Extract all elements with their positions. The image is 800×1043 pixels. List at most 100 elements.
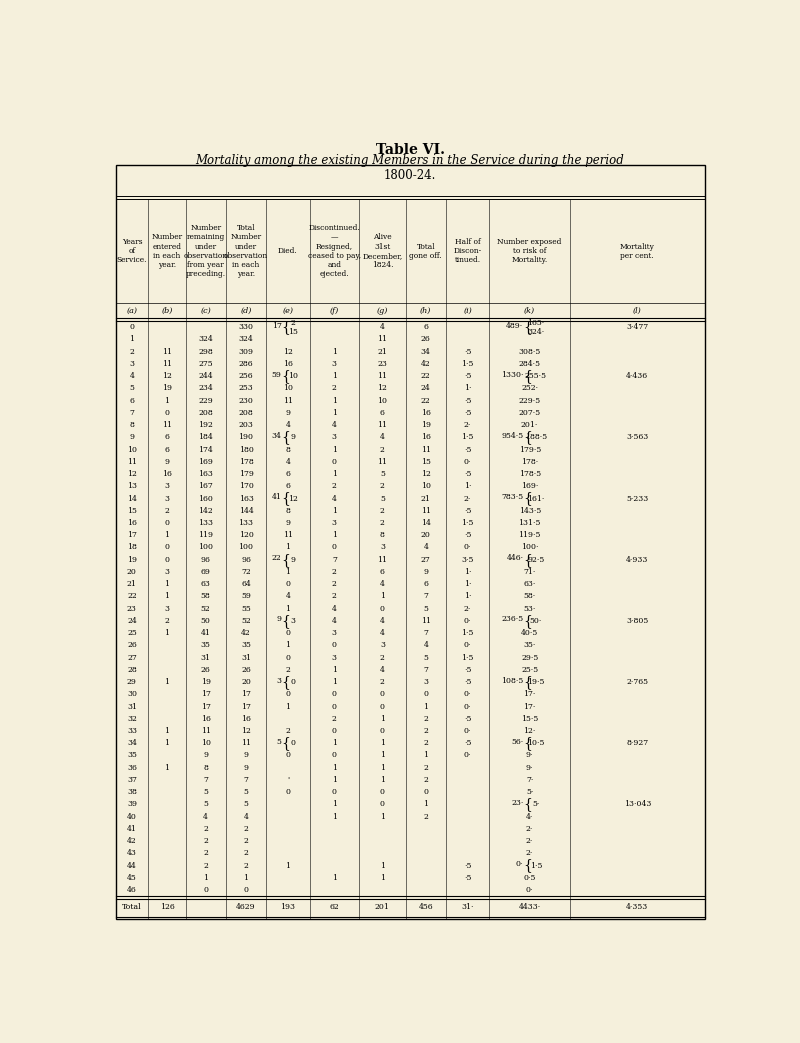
Text: 0: 0	[165, 556, 170, 563]
Text: 489·: 489·	[506, 322, 523, 330]
Text: 3: 3	[332, 654, 337, 661]
Text: 30: 30	[127, 690, 137, 698]
Text: 1: 1	[332, 372, 337, 381]
Text: 308·5: 308·5	[518, 347, 541, 356]
Text: 0: 0	[332, 703, 337, 710]
Text: 5: 5	[277, 737, 282, 746]
Text: 7: 7	[332, 556, 337, 563]
Text: 69: 69	[201, 568, 210, 576]
Text: 0: 0	[286, 580, 290, 588]
Text: 11: 11	[283, 396, 293, 405]
Text: 167: 167	[198, 482, 213, 490]
Text: 38: 38	[127, 789, 137, 796]
Text: 9: 9	[277, 615, 282, 624]
Text: 2: 2	[380, 654, 385, 661]
Text: 2·: 2·	[464, 605, 471, 612]
Text: 11: 11	[378, 372, 387, 381]
Text: 1: 1	[380, 776, 385, 784]
Text: 100: 100	[198, 543, 214, 552]
Text: 1: 1	[130, 336, 134, 343]
Text: Discontinued.
—
Resigned,
ceased to pay,
and
ejected.: Discontinued. — Resigned, ceased to pay,…	[308, 224, 361, 278]
Text: 0: 0	[286, 654, 290, 661]
Text: 12: 12	[288, 494, 298, 503]
Text: 16: 16	[283, 360, 293, 368]
Text: 4·933: 4·933	[626, 556, 649, 563]
Text: 7: 7	[130, 409, 134, 417]
Text: 133: 133	[198, 519, 214, 527]
Text: 4433·: 4433·	[518, 902, 541, 911]
Text: 3·563: 3·563	[626, 433, 648, 441]
Text: 1: 1	[286, 703, 290, 710]
Text: 1·: 1·	[464, 385, 471, 392]
Text: 6: 6	[380, 568, 385, 576]
Text: 4: 4	[286, 421, 290, 429]
Text: 40: 40	[127, 812, 137, 821]
Text: 1·: 1·	[464, 568, 471, 576]
Text: 1: 1	[332, 665, 337, 674]
Text: 1: 1	[165, 592, 170, 601]
Text: 286: 286	[238, 360, 254, 368]
Text: 9: 9	[203, 751, 208, 759]
Text: 0: 0	[380, 703, 385, 710]
Text: 142: 142	[198, 507, 213, 515]
Text: 0: 0	[286, 690, 290, 698]
Text: 236·5: 236·5	[502, 615, 523, 624]
Text: 32: 32	[127, 714, 137, 723]
Text: 1·5: 1·5	[530, 862, 542, 870]
Text: 208: 208	[238, 409, 254, 417]
Text: 252·: 252·	[521, 385, 538, 392]
Text: 4·436: 4·436	[626, 372, 648, 381]
Text: 9: 9	[290, 433, 295, 441]
Text: 6: 6	[130, 396, 134, 405]
Text: 2: 2	[380, 519, 385, 527]
Text: 9: 9	[286, 409, 290, 417]
Text: 108·5: 108·5	[502, 677, 523, 684]
Text: 31: 31	[241, 654, 251, 661]
Text: 1: 1	[332, 396, 337, 405]
Text: 2: 2	[423, 739, 428, 747]
Text: Mortality among the existing Members in the Service during the period: Mortality among the existing Members in …	[196, 154, 624, 167]
Text: 10: 10	[201, 739, 210, 747]
Text: 1·: 1·	[464, 580, 471, 588]
Text: 13·043: 13·043	[623, 800, 651, 808]
Text: 169: 169	[198, 458, 213, 466]
Text: 180: 180	[238, 445, 254, 454]
Text: 456: 456	[418, 902, 433, 911]
Text: 16: 16	[421, 409, 430, 417]
Text: 58: 58	[201, 592, 210, 601]
Text: 12: 12	[421, 470, 430, 478]
Text: 1800-24.: 1800-24.	[384, 169, 436, 183]
Text: 52: 52	[201, 605, 210, 612]
Text: 2: 2	[203, 862, 208, 870]
Text: 96: 96	[201, 556, 210, 563]
Text: 954·5: 954·5	[502, 432, 523, 440]
Text: 27: 27	[421, 556, 430, 563]
Text: 10: 10	[283, 385, 293, 392]
Text: 144: 144	[238, 507, 254, 515]
Text: 1: 1	[380, 812, 385, 821]
Text: 4: 4	[380, 616, 385, 625]
Text: 1: 1	[332, 678, 337, 686]
Text: 0·: 0·	[516, 860, 523, 868]
Text: 1·5: 1·5	[462, 360, 474, 368]
Text: 92·5: 92·5	[527, 556, 545, 563]
Text: 5·: 5·	[532, 800, 539, 808]
Text: 0·5: 0·5	[523, 874, 536, 881]
Text: 50: 50	[201, 616, 210, 625]
Text: 0: 0	[332, 690, 337, 698]
Text: 5: 5	[423, 654, 428, 661]
Text: 1: 1	[423, 751, 428, 759]
Text: 2: 2	[423, 727, 428, 735]
Text: 298: 298	[198, 347, 213, 356]
Text: 0: 0	[332, 751, 337, 759]
Text: 174: 174	[198, 445, 213, 454]
Text: 0: 0	[332, 543, 337, 552]
Text: Alive
31st
December,
1824.: Alive 31st December, 1824.	[362, 234, 402, 269]
Text: 255·5: 255·5	[525, 372, 547, 381]
Text: 0: 0	[423, 789, 428, 796]
Text: (k): (k)	[524, 307, 535, 315]
Text: (f): (f)	[330, 307, 339, 315]
Text: 1: 1	[165, 396, 170, 405]
Text: 4: 4	[380, 433, 385, 441]
Text: 1·5: 1·5	[462, 433, 474, 441]
